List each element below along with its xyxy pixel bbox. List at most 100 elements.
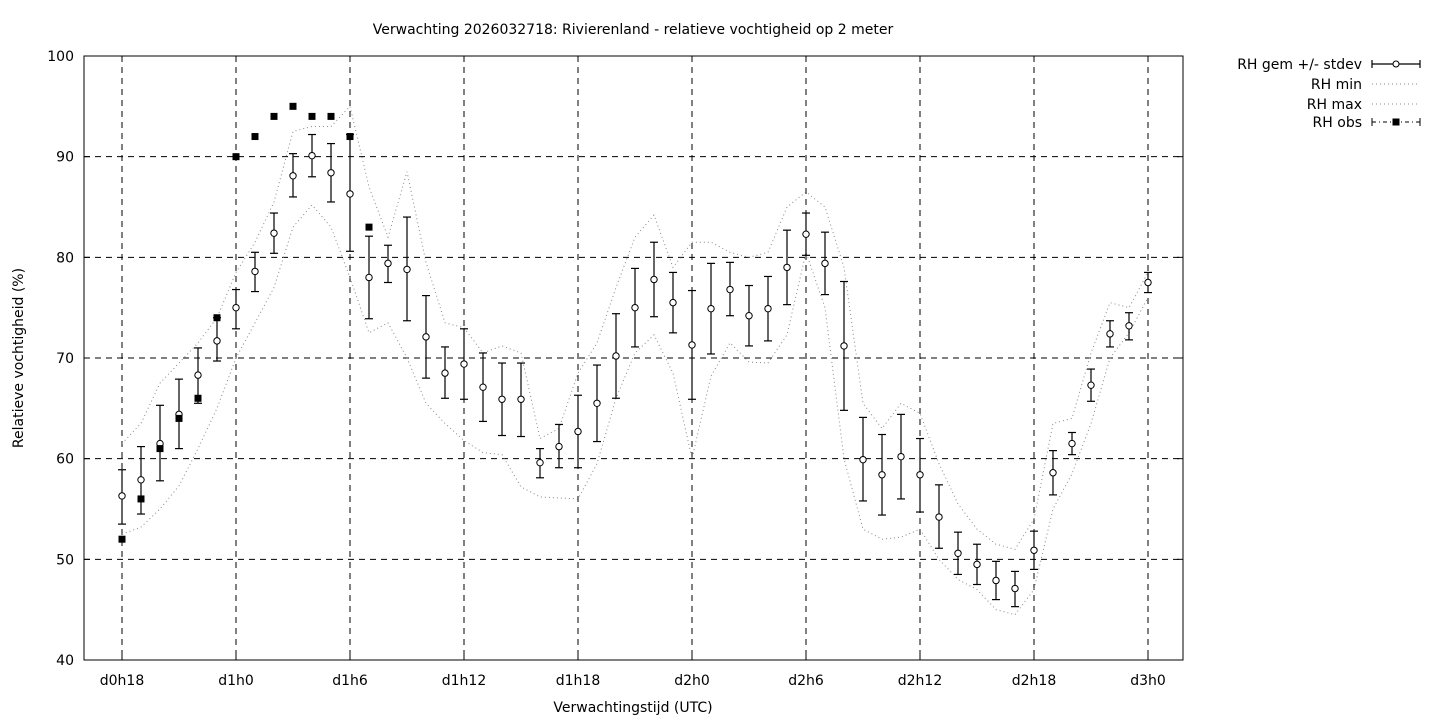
x-tick-label: d0h18 (100, 673, 144, 689)
y-tick-label: 90 (56, 150, 74, 166)
rh-mean-point (213, 317, 221, 362)
rh-mean-point (574, 394, 582, 469)
mean-marker (707, 304, 715, 313)
rh-obs-marker (213, 314, 221, 322)
mean-marker (137, 476, 145, 484)
rh-obs-marker (289, 102, 297, 110)
rh-mean-point (137, 445, 145, 515)
mean-marker (935, 513, 943, 521)
rh-obs-marker (118, 535, 126, 543)
mean-marker (1011, 584, 1019, 593)
y-tick-label: 60 (56, 452, 74, 468)
rh-mean-point (631, 267, 639, 348)
rh-mean-point (650, 241, 658, 318)
mean-marker (1125, 322, 1133, 330)
mean-marker (878, 471, 886, 479)
rh-mean-point (251, 251, 259, 293)
mean-marker (1049, 469, 1057, 477)
rh-mean-point (270, 212, 278, 254)
mean-marker (346, 190, 354, 198)
chart-title: Verwachting 2026032718: Rivierenland - r… (373, 22, 894, 38)
mean-marker (498, 395, 506, 403)
rh-mean-point (688, 289, 696, 400)
x-tick-label: d2h12 (898, 673, 942, 689)
rh-obs-marker (156, 445, 164, 453)
x-tick-label: d1h12 (442, 673, 486, 689)
rh-mean-point (1087, 368, 1095, 402)
rh-max-line (121, 105, 1149, 550)
legend: RH gem +/- stdev RH min RH max RH obs (1237, 57, 1421, 131)
rh-obs-marker (270, 112, 278, 120)
x-tick-label: d2h18 (1012, 673, 1056, 689)
rh-mean-point (175, 378, 183, 450)
x-axis-label: Verwachtingstijd (UTC) (553, 700, 712, 716)
rh-mean-point (954, 531, 962, 576)
rh-obs-marker (175, 414, 183, 422)
rh-mean-point (1144, 271, 1152, 294)
x-tick-label: d1h6 (332, 673, 368, 689)
rh-obs-marker (327, 112, 335, 120)
rh-mean-point (1106, 320, 1114, 348)
rh-mean-point (517, 362, 525, 438)
rh-mean-point (669, 271, 677, 334)
rh-mean-point (156, 404, 164, 482)
rh-mean-point (460, 328, 468, 400)
rh-mean-point (878, 433, 886, 516)
y-tick-label: 80 (56, 250, 74, 266)
rh-mean-point (897, 413, 905, 500)
mean-marker (365, 273, 373, 282)
rh-obs-marker (308, 112, 316, 120)
mean-marker (669, 298, 677, 307)
rh-mean-point (802, 212, 810, 256)
legend-label: RH min (1311, 77, 1362, 93)
legend-label: RH obs (1313, 115, 1362, 131)
mean-marker (327, 169, 335, 177)
rh-mean-point (726, 261, 734, 317)
rh-mean-point (1030, 530, 1038, 571)
mean-marker (593, 399, 601, 407)
mean-marker (422, 333, 430, 341)
rh-obs-marker (232, 153, 240, 161)
mean-marker (840, 342, 848, 350)
x-tick-label: d2h6 (788, 673, 824, 689)
rh-mean-point (859, 416, 867, 502)
mean-marker (270, 229, 278, 237)
data-series (118, 102, 1152, 616)
mean-marker (1030, 546, 1038, 554)
mean-marker (897, 452, 905, 461)
rh-mean-point (194, 347, 202, 404)
mean-marker (631, 303, 639, 312)
mean-marker (650, 275, 658, 284)
rh-mean-point (384, 244, 392, 284)
mean-marker (441, 369, 449, 377)
mean-marker (992, 576, 1000, 585)
mean-marker (764, 304, 772, 313)
rh-min-line (121, 204, 1149, 616)
rh-mean-point (992, 560, 1000, 601)
rh-mean-point (1049, 450, 1057, 496)
mean-marker (1087, 381, 1095, 389)
rh-obs-marker (365, 223, 373, 231)
mean-marker (1106, 330, 1114, 338)
grid-lines (84, 56, 1183, 660)
rh-mean-point (1125, 312, 1133, 341)
legend-label: RH max (1307, 97, 1362, 113)
rh-mean-point (346, 133, 354, 252)
mean-marker (612, 352, 620, 360)
y-tick-label: 100 (47, 49, 74, 65)
legend-swatch-circle (1392, 60, 1400, 68)
rh-mean-point (403, 216, 411, 322)
rh-mean-point (612, 313, 620, 399)
mean-marker (517, 395, 525, 403)
axes: 40 50 60 70 80 90 100 d0h18 d1h0 d1h6 d1h12 d1h18 d2… (47, 49, 1183, 689)
legend-swatch-square (1392, 118, 1400, 126)
rh-obs-marker (251, 133, 259, 141)
mean-marker (973, 560, 981, 569)
mean-marker (251, 267, 259, 276)
mean-marker (536, 458, 544, 467)
rh-mean-point (555, 423, 563, 469)
mean-marker (232, 303, 240, 312)
mean-marker (574, 427, 582, 436)
rh-mean-point (289, 153, 297, 198)
